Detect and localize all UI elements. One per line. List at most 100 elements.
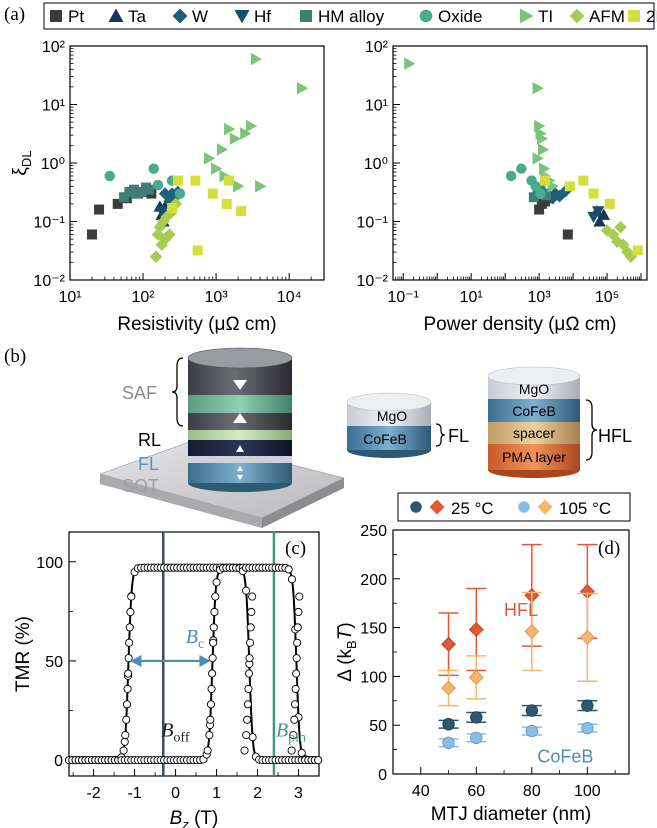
- tmr-data-point: [122, 700, 132, 709]
- point-ti: [297, 81, 309, 95]
- legend-d-marker-hfl-105: [537, 499, 553, 515]
- fl-brace-label: FL: [448, 426, 469, 446]
- point-hf: [587, 211, 600, 224]
- x-tick-label: 10⁻¹: [387, 289, 419, 306]
- legend-marker-hf: [234, 10, 250, 24]
- point-2d: [632, 245, 643, 256]
- tmr-data-point: [243, 700, 252, 709]
- legend-marker-ta: [108, 8, 124, 22]
- tmr-data-point: [244, 669, 254, 678]
- fl-layer: [188, 463, 292, 483]
- x-tick-label: 2: [253, 785, 262, 802]
- legend-marker-ti: [520, 8, 534, 24]
- bc-arrow-left-icon: [130, 654, 142, 667]
- point-hfl-25: [441, 636, 456, 652]
- point-2d: [192, 245, 203, 256]
- saf-arrow-down-icon: [233, 380, 247, 390]
- fl-brace: [435, 423, 446, 447]
- b-off-label: Boff: [161, 719, 190, 745]
- cofeb-label: CoFeB: [537, 746, 593, 766]
- point-ti: [532, 152, 544, 165]
- x-tick-label: 10¹: [460, 289, 483, 306]
- point-2d: [588, 188, 599, 199]
- rl-arrow-up-icon: [236, 445, 244, 452]
- hfl-layer-2: spacer: [513, 425, 555, 441]
- point-hf: [591, 206, 605, 218]
- point-2d: [207, 188, 218, 199]
- tmr-data-point: [292, 654, 301, 663]
- point-cofeb-105: [581, 721, 594, 735]
- legend-d-marker-hfl-25: [429, 499, 445, 515]
- point-hm-alloy: [541, 190, 552, 201]
- point-hfl-105: [524, 624, 540, 639]
- legend-marker-afm: [569, 8, 585, 24]
- point-oxide: [535, 188, 546, 199]
- x-axis-label: Bz (T): [170, 808, 219, 828]
- point-ti: [233, 180, 245, 193]
- point-ti: [404, 57, 416, 70]
- point-afm: [149, 250, 163, 263]
- barrier-layer: [188, 456, 292, 463]
- point-ti: [240, 127, 252, 140]
- point-afm: [624, 250, 638, 263]
- point-2d: [236, 206, 247, 217]
- point-hm-alloy: [143, 184, 154, 195]
- x-tick-label: 10²: [131, 289, 155, 306]
- tmr-data-point: [211, 592, 220, 601]
- point-w: [158, 187, 172, 200]
- point-2d: [604, 198, 615, 209]
- point-cofeb-105: [525, 724, 538, 738]
- legend-label-w: W: [192, 7, 208, 26]
- label-rl: RL: [138, 430, 161, 450]
- tmr-data-point: [209, 638, 218, 647]
- y-tick-label: 10¹: [42, 98, 65, 115]
- tmr-data-point: [290, 715, 299, 724]
- saf-arrow-up-icon: [233, 413, 247, 423]
- tmr-data-point: [121, 731, 130, 740]
- tmr-data-point: [293, 623, 302, 632]
- tmr-data-point: [206, 700, 216, 709]
- tmr-data-point: [126, 607, 135, 617]
- bc-arrow-right-icon: [199, 654, 211, 667]
- point-ti: [255, 180, 267, 193]
- panel-label-d: (d): [598, 538, 620, 559]
- point-cofeb-25: [470, 711, 483, 724]
- hfl-layer-3: PMA layer: [502, 449, 566, 465]
- legend-label-ta: Ta: [128, 7, 147, 26]
- legend-a-frame: [43, 2, 655, 30]
- legend-marker-hm-alloy: [300, 10, 312, 22]
- legend-label-hm-alloy: HM alloy: [318, 7, 385, 26]
- sot-slab-front: [100, 474, 262, 528]
- x-tick-label: 0: [171, 785, 180, 802]
- x-axis-label: MTJ diameter (nm): [431, 804, 591, 825]
- tmr-data-point: [290, 700, 300, 709]
- x-tick-label: 10³: [205, 289, 229, 306]
- y-tick-label: 0: [54, 753, 63, 770]
- tmr-data-point: [212, 578, 221, 587]
- point-oxide: [104, 170, 115, 182]
- point-cofeb-25: [581, 699, 594, 712]
- legend-label-ti: TI: [538, 7, 553, 26]
- x-tick-label: 10⁴: [277, 289, 302, 306]
- point-2d: [578, 175, 589, 186]
- point-ti: [216, 143, 229, 156]
- x-tick-label: 40: [412, 783, 430, 800]
- tmr-data-point: [294, 607, 303, 617]
- y-tick-label: 0: [378, 767, 387, 784]
- tmr-data-point: [292, 669, 301, 678]
- tmr-data-point: [124, 654, 133, 663]
- tmr-data-point: [203, 746, 212, 755]
- y-tick-label: 10⁻²: [356, 273, 388, 290]
- tmr-data-point: [248, 592, 257, 601]
- panel-label-a: (a): [4, 4, 25, 25]
- x-tick-label: 10⁵: [595, 289, 619, 306]
- plot-frame: [68, 531, 320, 777]
- y-tick-label: 10⁻¹: [356, 215, 388, 232]
- y-tick-label: 50: [45, 654, 63, 671]
- tmr-data-point: [122, 715, 131, 724]
- point-cofeb-25: [525, 704, 538, 717]
- tmr-data-point: [291, 684, 300, 693]
- tmr-data-point: [247, 607, 256, 617]
- point-cofeb-25: [442, 718, 455, 731]
